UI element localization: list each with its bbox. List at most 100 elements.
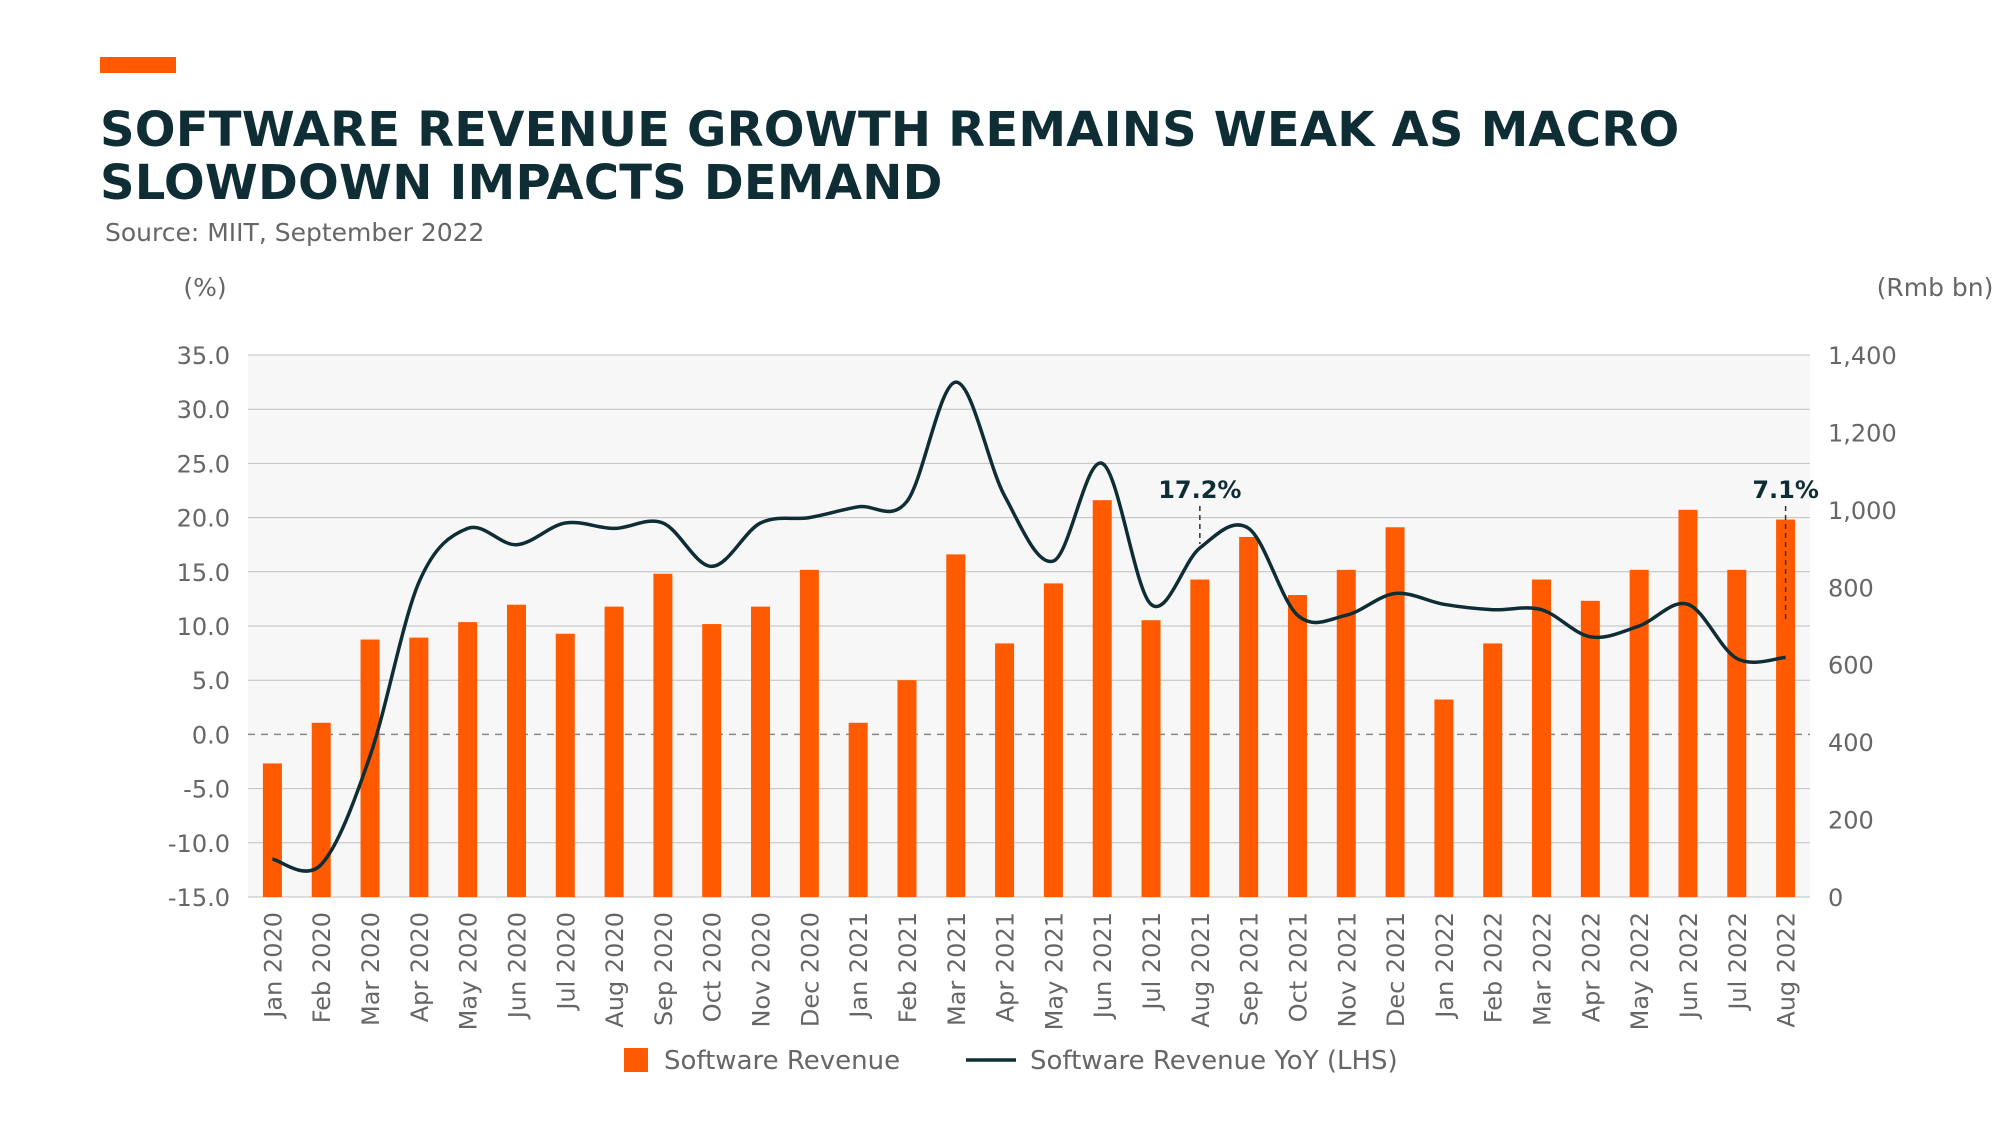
accent-bar [100,57,176,73]
left-tick-label: -10.0 [168,830,230,858]
bar [799,569,819,897]
bar [1141,620,1161,897]
x-tick-label: Mar 2020 [357,912,385,1026]
bar [360,639,380,897]
x-tick-label: Jun 2022 [1675,912,1703,1020]
x-tick-label: May 2021 [1040,912,1068,1030]
left-axis-label: (%) [183,273,226,302]
bars [262,500,1796,897]
bar [311,722,331,897]
right-tick-label: 1,000 [1828,497,1897,525]
right-tick-label: 1,400 [1828,342,1897,370]
x-tick-label: Feb 2020 [308,912,336,1023]
bar [1580,600,1600,897]
bar [751,606,771,897]
bar [1727,569,1747,897]
bar [1287,595,1307,897]
bar [506,604,526,897]
right-tick-label: 1,200 [1828,419,1897,447]
left-tick-label: 0.0 [192,721,230,749]
bar [1092,500,1112,897]
bar [1532,579,1552,897]
left-tick-label: 10.0 [177,613,230,641]
annotations: 17.2% 7.1% [1158,476,1819,504]
bar [1385,527,1405,897]
bar [1776,519,1796,897]
bar [1434,699,1454,897]
bar [555,633,575,897]
right-axis-ticks: 1,400 1,200 1,000 800 600 400 200 0 [1828,342,1897,912]
bar [1336,569,1356,897]
x-tick-label: Feb 2022 [1480,912,1508,1023]
x-tick-label: Jun 2020 [503,912,531,1020]
source-note: Source: MIIT, September 2022 [105,218,485,247]
left-tick-label: 25.0 [177,450,230,478]
annotation-label: 7.1% [1752,476,1819,504]
x-tick-label: Jan 2022 [1431,912,1459,1020]
left-axis-ticks: 35.0 30.0 25.0 20.0 15.0 10.0 5.0 0.0 -5.0 -10.0 -… [168,342,230,912]
left-tick-label: 5.0 [192,667,230,695]
right-tick-label: 200 [1828,807,1874,835]
line-software-revenue-yoy [271,380,1786,873]
x-tick-label: Sep 2020 [650,912,678,1026]
legend: Software Revenue Software Revenue YoY (LH… [624,1046,1398,1076]
x-tick-label: Mar 2022 [1529,912,1557,1026]
annotation-label: 17.2% [1158,476,1241,504]
legend-label-line: Software Revenue YoY (LHS) [1030,1046,1398,1076]
x-tick-label: May 2022 [1626,912,1654,1030]
bar [653,573,673,897]
bar [1678,509,1698,897]
bar [1239,536,1259,897]
x-tick-label: Oct 2021 [1284,912,1312,1022]
x-tick-label: Jul 2021 [1138,912,1166,1012]
legend-label-bar: Software Revenue [664,1046,900,1076]
left-tick-label: 20.0 [177,505,230,533]
right-tick-label: 800 [1828,574,1874,602]
right-axis-label: (Rmb bn) [1877,273,1994,302]
bar [995,643,1015,897]
x-tick-label: Dec 2020 [796,912,824,1027]
bar [848,722,868,897]
bar [262,763,282,897]
left-tick-label: -5.0 [183,776,230,804]
x-tick-label: Jan 2020 [259,912,287,1020]
x-tick-label: Aug 2021 [1187,912,1215,1028]
x-tick-label: Apr 2021 [992,912,1020,1022]
x-tick-label: Aug 2022 [1773,912,1801,1028]
bar [1629,569,1649,897]
x-tick-label: Jun 2021 [1089,912,1117,1020]
x-tick-label: Aug 2020 [601,912,629,1028]
right-tick-label: 0 [1828,884,1843,912]
right-tick-label: 400 [1828,729,1874,757]
x-tick-label: Apr 2022 [1577,912,1605,1022]
left-tick-label: -15.0 [168,884,230,912]
bar [897,680,917,897]
x-tick-label: Jan 2021 [845,912,873,1020]
x-axis-ticks: Jan 2020 Feb 2020 Mar 2020 Apr 2020 May 2020… [259,912,1800,1030]
bar [1190,579,1210,897]
chart-title: SOFTWARE REVENUE GROWTH REMAINS WEAK AS … [100,102,1680,211]
legend-swatch-bar [624,1048,648,1072]
annotation-guides [1199,506,1787,620]
x-tick-label: Jul 2020 [552,912,580,1012]
right-tick-label: 600 [1828,652,1874,680]
bar [409,637,429,897]
left-tick-label: 35.0 [177,342,230,370]
x-tick-label: Mar 2021 [943,912,971,1026]
bar [702,624,722,897]
x-tick-label: Dec 2021 [1382,912,1410,1027]
x-tick-label: Jul 2022 [1724,912,1752,1012]
bar [604,606,624,897]
left-tick-label: 30.0 [177,396,230,424]
bar [458,622,478,897]
left-tick-label: 15.0 [177,559,230,587]
x-tick-label: Nov 2021 [1333,912,1361,1028]
x-tick-label: Sep 2021 [1236,912,1264,1026]
bar [1043,583,1063,897]
x-tick-label: Oct 2020 [699,912,727,1022]
bar [946,554,966,897]
x-tick-label: May 2020 [455,912,483,1030]
x-tick-label: Apr 2020 [406,912,434,1022]
x-tick-label: Feb 2021 [894,912,922,1023]
